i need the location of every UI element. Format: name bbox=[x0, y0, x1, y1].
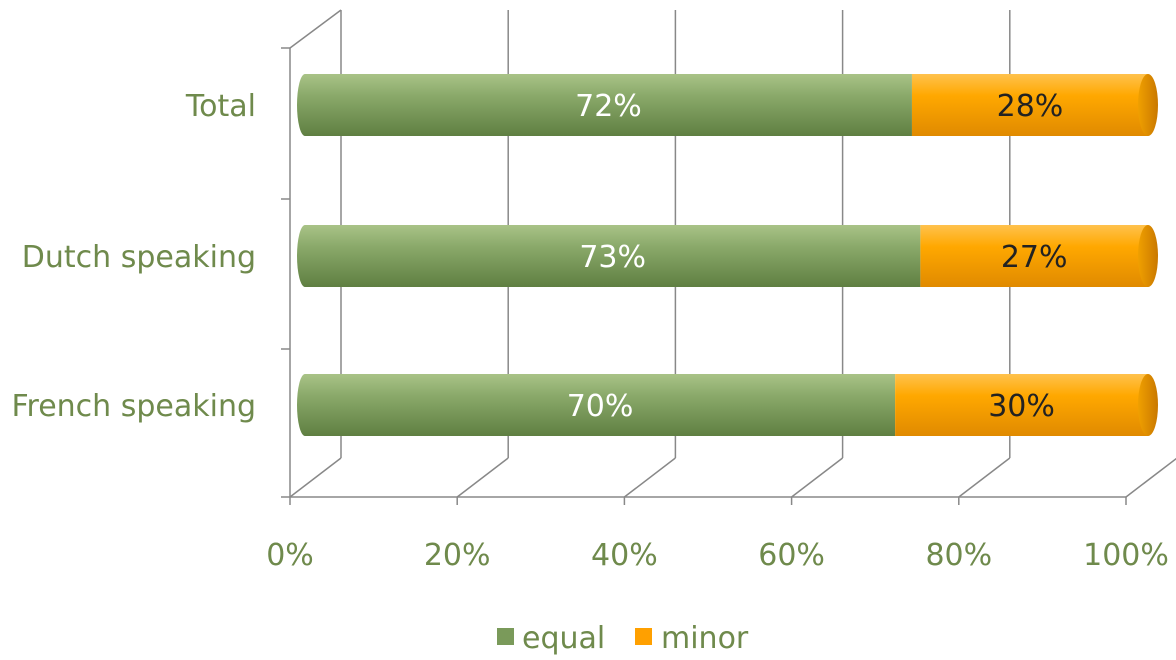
bar-segment-equal bbox=[305, 74, 912, 136]
legend-label-equal: equal bbox=[522, 621, 605, 656]
category-label: Total bbox=[185, 89, 256, 124]
bar-end-cap bbox=[1138, 225, 1158, 287]
floor-gridline bbox=[623, 457, 676, 498]
bar-segment-minor bbox=[895, 374, 1148, 436]
bars bbox=[297, 74, 1158, 436]
floor-gridline bbox=[791, 457, 844, 498]
legend-swatch-minor bbox=[635, 628, 652, 645]
legend-label-minor: minor bbox=[661, 621, 749, 656]
axes bbox=[281, 9, 1127, 505]
bar-end-cap bbox=[1138, 74, 1158, 136]
bar-segment-minor bbox=[920, 225, 1148, 287]
y-axis-top-edge bbox=[289, 9, 342, 49]
data-label-minor: 30% bbox=[988, 389, 1055, 424]
x-tick-label: 80% bbox=[925, 538, 992, 573]
bar-segment-equal bbox=[305, 225, 921, 287]
floor-gridline bbox=[958, 457, 1011, 498]
data-label-minor: 27% bbox=[1001, 240, 1068, 275]
category-label: French speaking bbox=[11, 389, 256, 424]
category-label: Dutch speaking bbox=[22, 240, 256, 275]
floor-gridline bbox=[1125, 457, 1176, 498]
x-tick-label: 60% bbox=[758, 538, 825, 573]
floor-gridline bbox=[456, 457, 509, 498]
bar-end-cap bbox=[1138, 374, 1158, 436]
bar-start-cap bbox=[297, 74, 313, 136]
x-tick-label: 40% bbox=[591, 538, 658, 573]
data-label-minor: 28% bbox=[997, 89, 1064, 124]
x-tick-label: 20% bbox=[424, 538, 491, 573]
bar-segment-minor bbox=[911, 74, 1148, 136]
data-label-equal: 72% bbox=[575, 89, 642, 124]
labels: 0% 20% 40% 60% 80% 100% Total Dutch speaking Fre… bbox=[11, 89, 1168, 573]
legend-swatch-equal bbox=[497, 628, 514, 645]
bar-start-cap bbox=[297, 225, 313, 287]
x-tick-label: 100% bbox=[1083, 538, 1169, 573]
bar-start-cap bbox=[297, 374, 313, 436]
legend: equal minor bbox=[497, 621, 749, 656]
data-label-equal: 70% bbox=[567, 389, 634, 424]
x-tick-label: 0% bbox=[266, 538, 314, 573]
bar-segment-equal bbox=[305, 374, 896, 436]
data-label-equal: 73% bbox=[579, 240, 646, 275]
floor-gridline bbox=[289, 457, 342, 498]
